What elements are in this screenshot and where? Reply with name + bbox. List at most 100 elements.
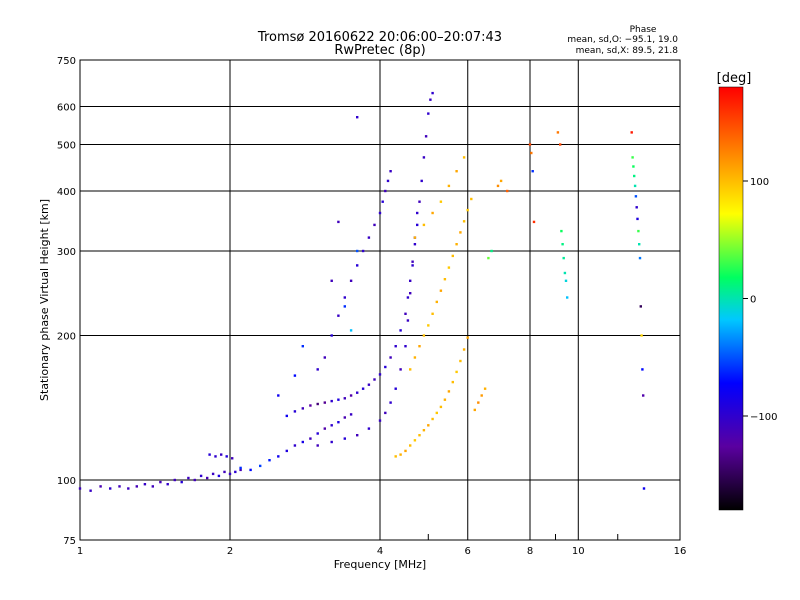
data-point: [422, 334, 426, 337]
data-point: [530, 151, 533, 155]
data-point: [638, 243, 641, 246]
data-point: [330, 399, 333, 403]
chart-title: Tromsø 20160622 20:06:00–20:07:43: [257, 30, 502, 45]
data-point: [413, 236, 417, 239]
data-point: [404, 312, 407, 315]
data-point: [435, 300, 438, 304]
data-point: [477, 401, 480, 404]
data-point: [217, 474, 221, 478]
data-point: [451, 380, 454, 384]
data-point: [337, 421, 340, 424]
data-point: [455, 170, 458, 173]
data-point: [225, 455, 228, 458]
data-point: [135, 485, 138, 488]
data-point: [559, 143, 562, 146]
x-tick-labels: 1 2 4 6 8 10 16: [77, 546, 687, 557]
x-tick-label: 8: [527, 546, 533, 557]
data-point: [487, 256, 490, 260]
data-point: [431, 91, 434, 95]
data-point: [249, 468, 252, 472]
data-point: [330, 424, 333, 427]
data-point: [367, 383, 371, 386]
y-tick-label: 750: [57, 56, 76, 67]
data-point: [422, 223, 426, 227]
data-point: [337, 220, 340, 224]
data-point: [439, 200, 443, 203]
data-point: [640, 334, 643, 337]
data-point: [455, 370, 458, 374]
data-point: [301, 407, 304, 410]
data-point: [259, 464, 262, 468]
data-point: [337, 314, 340, 317]
data-point: [638, 256, 642, 260]
data-point: [316, 402, 319, 406]
data-point: [166, 483, 169, 486]
data-point: [343, 437, 346, 440]
data-point: [356, 264, 359, 267]
data-point: [564, 279, 568, 282]
y-tick-label: 600: [57, 103, 76, 114]
data-point: [439, 289, 443, 292]
data-point: [173, 478, 176, 482]
data-point: [636, 217, 639, 221]
data-point: [447, 184, 451, 188]
data-point: [199, 474, 203, 478]
data-point: [409, 368, 412, 371]
y-tick-label: 200: [57, 332, 76, 343]
colorbar-ticks: 100 0 −100: [743, 177, 777, 423]
y-tick-label: 500: [57, 141, 76, 152]
colorbar-tick-label: 0: [750, 295, 756, 306]
phase-heading: Phase: [630, 25, 657, 35]
data-point: [427, 112, 430, 115]
data-point: [418, 345, 421, 348]
data-point: [394, 455, 397, 458]
data-point: [384, 365, 387, 369]
data-point: [389, 170, 392, 173]
data-point: [373, 223, 376, 227]
data-point: [459, 231, 462, 234]
data-point: [367, 236, 371, 239]
data-point: [389, 356, 392, 359]
data-point: [420, 179, 423, 183]
y-axis-label: Stationary phase Virtual Height [km]: [38, 199, 51, 401]
data-point: [532, 220, 536, 224]
phase-x-stats: mean, sd,X: 89.5, 21.8: [576, 46, 679, 56]
data-point: [180, 480, 183, 484]
x-tick-label: 10: [572, 546, 585, 557]
x-axis-label: Frequency [MHz]: [334, 558, 426, 571]
colorbar-gradient: [718, 86, 744, 511]
x-tick-label: 1: [77, 546, 83, 557]
data-point: [231, 457, 234, 460]
data-point: [409, 444, 412, 447]
data-point: [127, 487, 130, 490]
data-point: [531, 170, 534, 173]
data-point: [561, 243, 564, 246]
data-point: [223, 470, 226, 474]
data-point: [459, 359, 462, 363]
plot-area: 1 2 4 6 8 10 16 75 100 200 300 400 500 600 750: [57, 56, 686, 557]
data-point: [480, 394, 483, 397]
data-point: [234, 470, 237, 474]
data-point: [528, 143, 532, 146]
chart-subtitle: RwPretec (8p): [334, 43, 425, 58]
data-point: [109, 487, 112, 490]
data-point: [394, 345, 397, 348]
data-point: [642, 487, 646, 490]
data-point: [378, 211, 382, 215]
data-point: [399, 329, 402, 332]
data-point: [211, 472, 215, 476]
data-point: [349, 413, 353, 416]
y-tick-label: 400: [57, 187, 76, 198]
data-point: [285, 449, 288, 453]
data-point: [429, 98, 432, 101]
data-point: [431, 211, 434, 215]
data-point: [343, 416, 346, 419]
data-point: [490, 249, 493, 253]
data-point: [455, 243, 458, 246]
data-point: [78, 487, 82, 490]
data-point: [356, 249, 359, 253]
data-point: [378, 419, 382, 422]
x-tick-label: 16: [674, 546, 687, 557]
data-point: [399, 368, 402, 371]
